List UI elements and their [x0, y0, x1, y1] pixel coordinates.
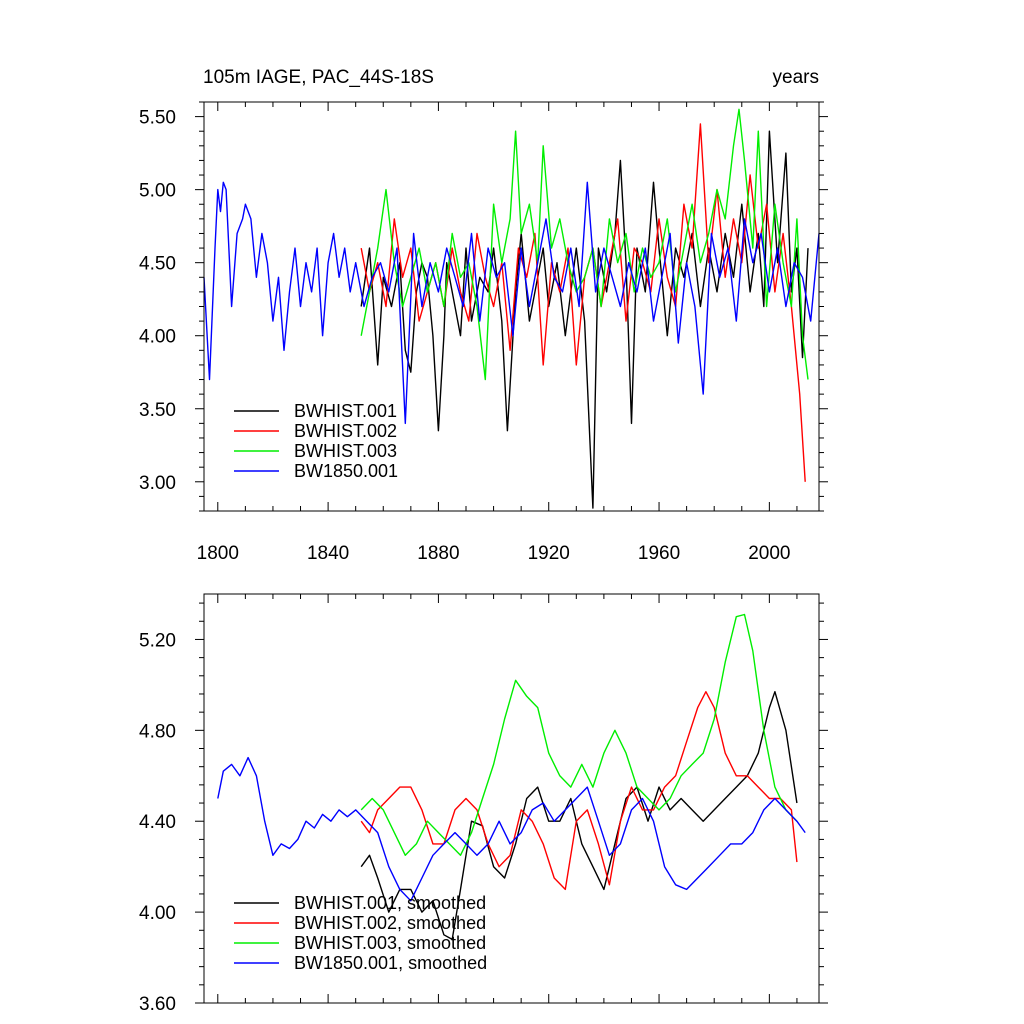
- x-tick-label: 1840: [307, 543, 349, 564]
- top-panel: 105m IAGE, PAC_44S-18S years 1800 1840 188…: [139, 67, 828, 564]
- legend-label: BWHIST.002: [294, 421, 397, 441]
- y-tick-label: 4.00: [139, 903, 176, 924]
- legend-label: BWHIST.003, smoothed: [294, 933, 486, 953]
- y-tick-label: 4.40: [139, 812, 176, 833]
- y-tick-label: 5.20: [139, 630, 176, 651]
- legend-label: BWHIST.001: [294, 401, 397, 421]
- x-tick-label: 2000: [748, 543, 790, 564]
- x-tick-label: 1880: [417, 543, 459, 564]
- plot-title: 105m IAGE, PAC_44S-18S: [203, 67, 434, 88]
- legend-label: BWHIST.003: [294, 441, 397, 461]
- series-line-4: [203, 181, 820, 425]
- y-tick-label: 5.50: [139, 108, 176, 129]
- bottom-panel: 3.60 4.00 4.40 4.80 5.20 BWHIST.001, smoothed…: [139, 593, 828, 1015]
- plot-units-label: years: [773, 67, 819, 88]
- y-tick-label: 5.00: [139, 181, 176, 202]
- series-line-3: [360, 108, 809, 381]
- series-line-3: [360, 613, 798, 856]
- x-tick-label: 1960: [638, 543, 680, 564]
- legend-label: BW1850.001: [294, 461, 398, 481]
- series-line-4: [217, 756, 806, 902]
- x-tick-label: 1800: [197, 543, 239, 564]
- legend-label: BW1850.001, smoothed: [294, 953, 487, 973]
- plot-frame: [203, 593, 820, 1004]
- y-tick-label: 4.00: [139, 327, 176, 348]
- legend-label: BWHIST.002, smoothed: [294, 913, 486, 933]
- series-line-1: [360, 130, 809, 509]
- y-tick-label: 3.60: [139, 994, 176, 1015]
- y-tick-label: 4.50: [139, 254, 176, 275]
- y-tick-label: 4.80: [139, 721, 176, 742]
- y-tick-label: 3.00: [139, 473, 176, 494]
- y-tick-label: 3.50: [139, 400, 176, 421]
- series-line-2: [360, 691, 798, 891]
- legend-label: BWHIST.001, smoothed: [294, 893, 486, 913]
- x-tick-label: 1920: [528, 543, 570, 564]
